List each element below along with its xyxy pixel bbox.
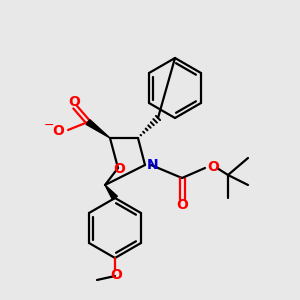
Polygon shape — [105, 185, 117, 200]
Text: O: O — [176, 198, 188, 212]
Text: O: O — [110, 268, 122, 282]
Text: O: O — [52, 124, 64, 138]
Text: O: O — [68, 95, 80, 109]
Text: N: N — [147, 158, 159, 172]
Text: O: O — [207, 160, 219, 174]
Polygon shape — [86, 120, 110, 138]
Text: O: O — [113, 162, 125, 176]
Text: −: − — [44, 118, 54, 131]
